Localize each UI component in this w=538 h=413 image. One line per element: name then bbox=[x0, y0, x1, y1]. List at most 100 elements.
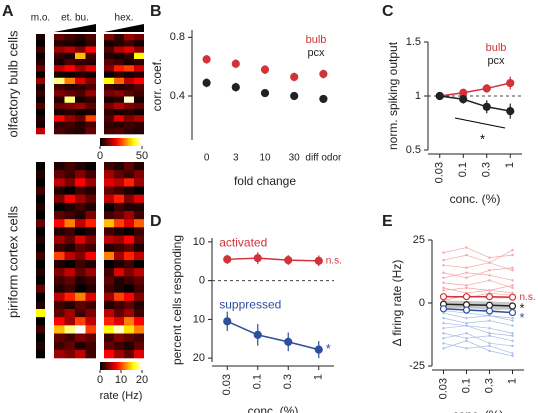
heatmap-cell bbox=[36, 309, 45, 318]
heatmap-cell bbox=[64, 227, 75, 236]
heatmap-cell bbox=[54, 292, 65, 302]
trace-point bbox=[465, 324, 468, 327]
colorbar-tick-label: 10 bbox=[115, 374, 127, 386]
annotation: * bbox=[520, 310, 525, 325]
column-group-label: hex. bbox=[115, 13, 134, 24]
x-tick-label: 0.03 bbox=[434, 162, 446, 183]
x-tick-label: 0.03 bbox=[437, 378, 449, 399]
trace-point bbox=[465, 286, 468, 290]
heatmap-cell bbox=[104, 300, 114, 310]
data-point bbox=[462, 306, 471, 314]
heatmap-cell bbox=[54, 178, 65, 187]
x-tick-label: 0.3 bbox=[483, 378, 495, 393]
trace-line bbox=[443, 262, 513, 271]
data-point bbox=[485, 301, 494, 309]
heatmap-cell bbox=[104, 170, 114, 179]
trace-point bbox=[511, 334, 514, 337]
heatmap-cell bbox=[104, 211, 114, 220]
heatmap-cell bbox=[85, 349, 96, 359]
y-tick-label: 0.8 bbox=[170, 31, 185, 43]
heatmap-cell bbox=[134, 235, 144, 244]
x-axis-title: conc. (%) bbox=[450, 192, 501, 206]
heatmap-cell bbox=[75, 309, 86, 318]
heatmap-cell bbox=[134, 300, 144, 310]
heatmap-cell bbox=[134, 317, 144, 326]
heatmap-cell bbox=[64, 300, 75, 310]
heatmap-cell bbox=[104, 317, 114, 326]
heatmap-cell bbox=[36, 317, 45, 326]
data-point bbox=[508, 308, 517, 317]
heatmap-cell bbox=[85, 52, 96, 60]
heatmap-cell bbox=[85, 227, 96, 236]
heatmap-cell bbox=[104, 178, 114, 187]
trace-point bbox=[488, 261, 491, 264]
data-point bbox=[253, 330, 262, 339]
heatmap-cell bbox=[104, 243, 114, 253]
x-tick-label: 0 bbox=[204, 153, 210, 164]
trace-point bbox=[511, 354, 514, 358]
heatmap-cell bbox=[124, 46, 134, 54]
heatmap-cell bbox=[36, 162, 45, 171]
heatmap-cell bbox=[36, 292, 45, 302]
trace-line bbox=[443, 332, 513, 347]
heatmap-cell bbox=[85, 202, 96, 212]
x-tick-label: 1 bbox=[504, 162, 516, 168]
heatmap-cell bbox=[36, 178, 45, 187]
heatmap-cell bbox=[75, 127, 86, 135]
heatmap-cell bbox=[104, 227, 114, 236]
trace-line bbox=[443, 249, 513, 264]
trace-point bbox=[488, 332, 491, 335]
heatmap-cell bbox=[75, 211, 86, 220]
x-tick-label: 0.3 bbox=[282, 374, 294, 389]
heatmap-cell bbox=[124, 71, 134, 79]
heatmap-cell bbox=[85, 40, 96, 47]
data-point bbox=[253, 254, 262, 263]
heatmap-cell bbox=[64, 251, 75, 261]
heatmap-cell bbox=[134, 90, 144, 97]
trace-point bbox=[442, 251, 445, 254]
heatmap-cell bbox=[114, 219, 124, 228]
heatmap-cell bbox=[124, 349, 134, 359]
trace-point bbox=[511, 266, 514, 269]
heatmap-cell bbox=[64, 194, 75, 204]
heatmap-cell bbox=[134, 349, 144, 359]
heatmap-cell bbox=[134, 96, 144, 104]
heatmap-cell bbox=[54, 341, 65, 351]
y-tick-label: 10 bbox=[193, 313, 205, 325]
heatmap-cell bbox=[64, 333, 75, 342]
x-tick-label: diff odor bbox=[305, 153, 342, 164]
heatmap-cell bbox=[64, 341, 75, 351]
heatmap-cell bbox=[114, 211, 124, 220]
data-point bbox=[202, 78, 211, 87]
heatmap-cell bbox=[64, 52, 75, 60]
heatmap-cell bbox=[114, 251, 124, 261]
heatmap-cell bbox=[124, 84, 134, 91]
heatmap-cell bbox=[75, 251, 86, 261]
heatmap-cell bbox=[64, 235, 75, 244]
heatmap-cell bbox=[54, 333, 65, 342]
data-point bbox=[290, 72, 299, 82]
heatmap-cell bbox=[75, 202, 86, 212]
trace-point bbox=[511, 339, 514, 342]
heatmap-cell bbox=[64, 40, 75, 47]
heatmap-cell bbox=[85, 96, 96, 104]
heatmap-cell bbox=[75, 276, 86, 285]
data-point bbox=[439, 305, 448, 313]
heatmap-cell bbox=[64, 211, 75, 220]
heatmap-cell bbox=[104, 65, 114, 72]
heatmap-cell bbox=[134, 227, 144, 236]
heatmap-cell bbox=[104, 309, 114, 318]
trace-point bbox=[442, 321, 445, 325]
heatmap-cell bbox=[104, 284, 114, 293]
heatmap-cell bbox=[124, 65, 134, 72]
x-tick-label: 1 bbox=[506, 378, 518, 384]
heatmap-cell bbox=[75, 121, 86, 129]
heatmap-cell bbox=[104, 194, 114, 204]
heatmap-cell bbox=[114, 34, 124, 41]
colorbar bbox=[100, 362, 142, 370]
heatmap-cell bbox=[134, 309, 144, 318]
heatmap-cell bbox=[64, 219, 75, 228]
trace-point bbox=[511, 253, 514, 257]
heatmap-cell bbox=[104, 121, 114, 129]
heatmap-cell bbox=[124, 219, 134, 228]
